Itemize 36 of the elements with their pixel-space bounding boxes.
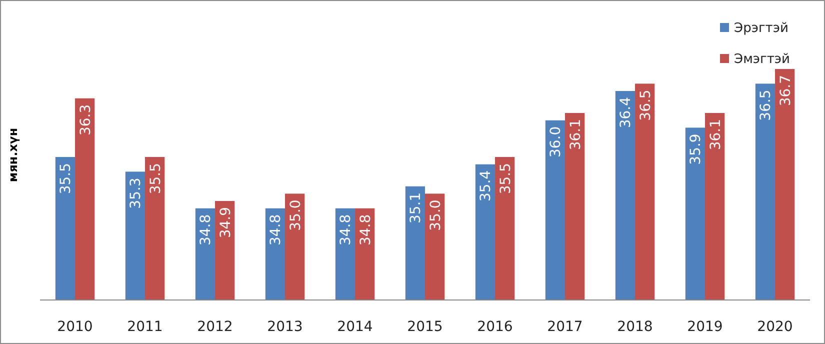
x-tick-label: 2019 [687,319,723,335]
data-label: 34.8 [268,214,284,246]
data-label: 34.8 [198,214,214,246]
data-label: 36.4 [618,96,634,128]
x-tick-label: 2018 [617,319,653,335]
x-tick-label: 2012 [197,319,233,335]
x-tick-label: 2010 [57,319,93,335]
x-tick-label: 2014 [337,319,373,335]
data-label: 35.1 [408,192,424,224]
data-label: 35.9 [688,134,704,165]
data-label: 35.5 [498,163,514,194]
x-tick-label: 2011 [127,319,163,335]
data-label: 36.7 [778,75,794,106]
x-tick-label: 2016 [477,319,513,335]
data-label: 36.3 [78,104,94,136]
legend-label: Эмэгтэй [734,52,790,67]
data-label: 34.8 [338,214,354,246]
x-tick-label: 2013 [267,319,303,335]
data-label: 34.8 [358,214,374,246]
data-label: 36.5 [758,90,774,121]
data-label: 35.5 [148,163,164,194]
data-label: 36.1 [708,119,724,150]
y-axis-title: мян.хүн [6,128,20,182]
x-tick-label: 2017 [547,319,583,335]
data-label: 34.9 [218,207,234,238]
data-label: 36.5 [638,90,654,121]
data-label: 35.5 [58,163,74,194]
legend-label: Эрэгтэй [734,21,788,36]
data-label: 35.0 [288,200,304,231]
x-tick-label: 2015 [407,319,443,335]
data-label: 36.1 [568,119,584,150]
data-label: 36.0 [548,126,564,158]
data-label: 35.3 [128,178,144,209]
data-label: 35.0 [428,200,444,231]
data-label: 35.4 [478,170,494,202]
x-tick-label: 2020 [757,319,793,335]
